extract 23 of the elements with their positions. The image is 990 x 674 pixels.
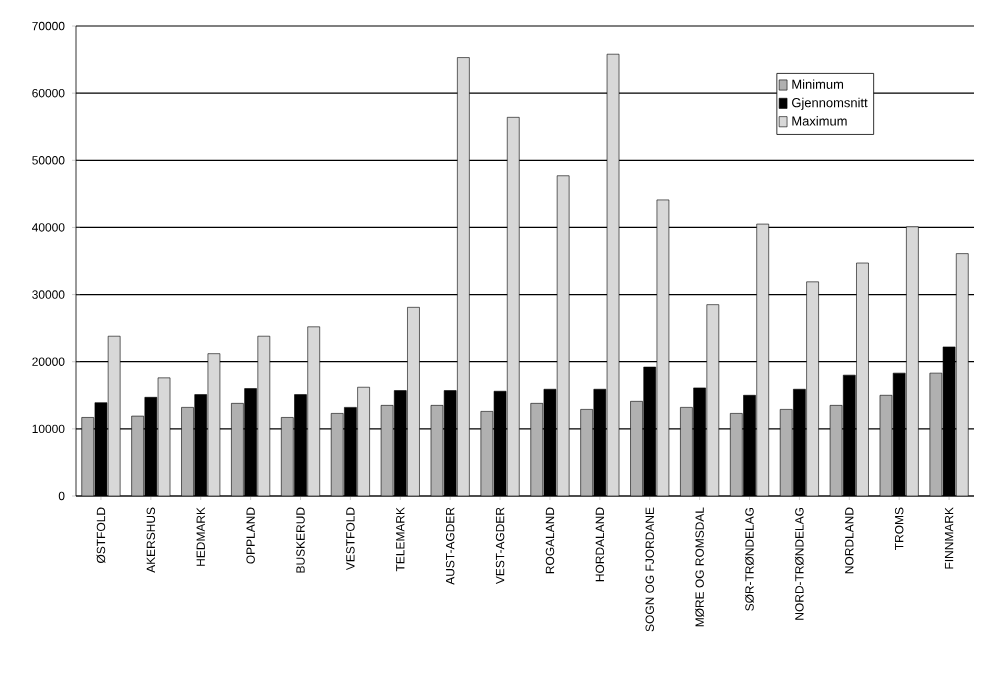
bar <box>806 281 819 496</box>
bar <box>330 413 344 496</box>
bar <box>706 304 720 496</box>
bar <box>357 386 370 496</box>
bar <box>756 223 769 496</box>
bar <box>307 326 320 496</box>
bar <box>507 117 520 496</box>
bar <box>906 226 919 496</box>
bar <box>81 417 95 496</box>
bar <box>955 253 969 496</box>
bar <box>730 413 743 496</box>
bar <box>530 403 544 496</box>
bar <box>680 407 693 496</box>
bar <box>407 307 420 496</box>
bar <box>231 403 244 496</box>
bar <box>257 335 271 496</box>
bar <box>181 407 194 496</box>
bar <box>457 57 470 496</box>
bar <box>281 417 294 496</box>
bar <box>779 409 793 496</box>
bar <box>630 401 643 496</box>
bar <box>580 409 593 496</box>
bar <box>856 262 869 496</box>
